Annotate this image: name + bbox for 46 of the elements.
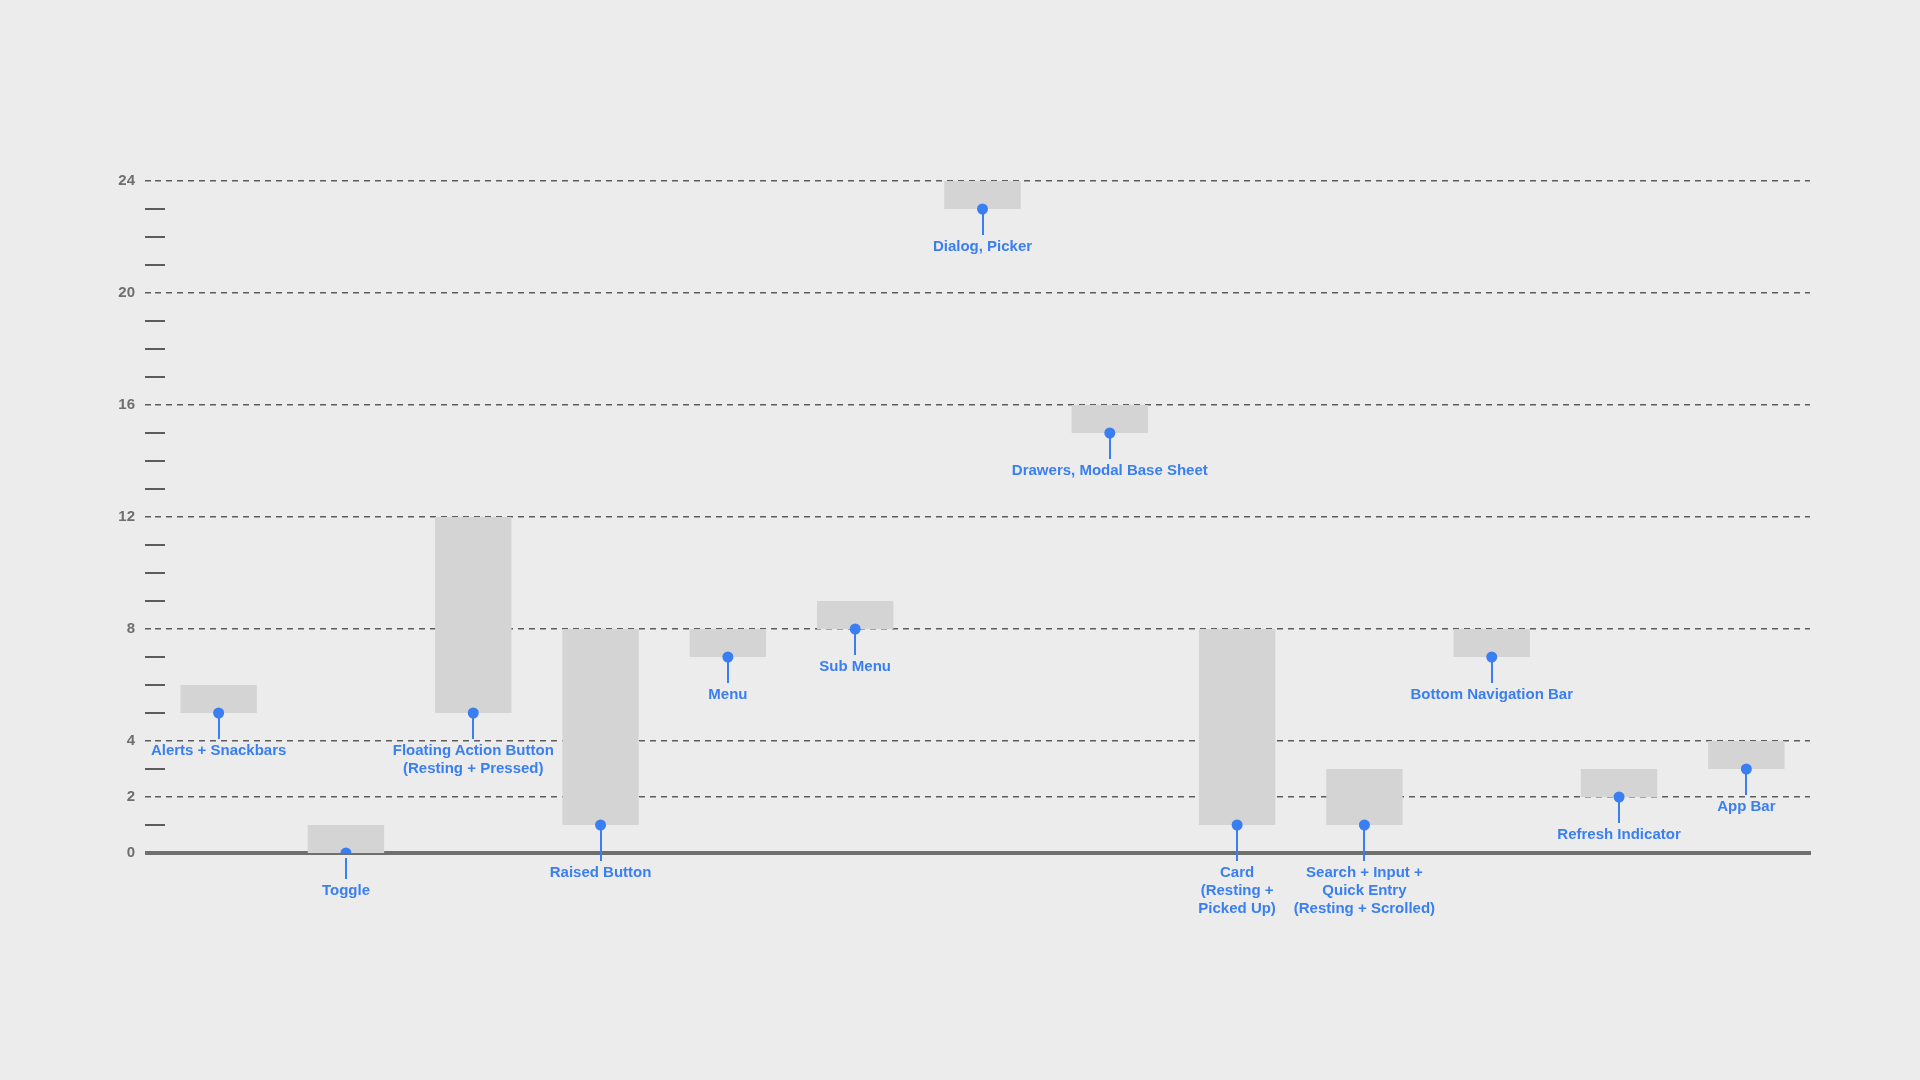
- bar: [307, 825, 385, 853]
- y-tick-label: 20: [118, 283, 135, 301]
- point: [977, 203, 988, 215]
- bar: [180, 685, 257, 713]
- bar: [1708, 741, 1785, 769]
- x-tick-label: Toggle: [321, 880, 370, 898]
- point: [467, 707, 479, 719]
- y-tick-label: 0: [126, 843, 135, 861]
- bar: [944, 181, 1021, 209]
- bar: [435, 517, 512, 713]
- x-tick-label: Sub Menu: [819, 656, 892, 674]
- x-tick-label: Floating Action Button (Resting + Pressed): [392, 740, 554, 776]
- y-tick-label: 2: [126, 787, 135, 805]
- x-tick-label: Card (Resting + Picked Up): [1198, 862, 1276, 916]
- y-tick-label: 12: [118, 507, 135, 525]
- y-tick-label: 16: [118, 395, 135, 413]
- bar: [1198, 629, 1276, 825]
- bar: [1453, 629, 1530, 657]
- x-tick-label: Raised Button: [549, 862, 652, 880]
- x-tick-label: Search + Input + Quick Entry (Resting + Scrolled): [1293, 862, 1436, 916]
- bar: [817, 601, 894, 629]
- y-tick-label: 4: [126, 731, 136, 749]
- bar: [1071, 405, 1148, 433]
- x-tick-label: Bottom Navigation Bar: [1410, 684, 1574, 702]
- point: [1358, 819, 1370, 831]
- x-tick-label: Menu: [708, 684, 748, 702]
- y-tick-label: 8: [126, 619, 135, 637]
- bar: [562, 629, 639, 825]
- bar: [1326, 769, 1403, 825]
- point: [1104, 427, 1116, 439]
- point: [722, 651, 734, 663]
- point: [1231, 819, 1243, 831]
- point: [595, 819, 607, 831]
- y-tick-label: 24: [118, 171, 136, 189]
- x-tick-label: Drawers, Modal Base Sheet: [1011, 460, 1208, 478]
- x-tick-label: App Bar: [1717, 796, 1776, 814]
- point: [1613, 791, 1625, 803]
- x-tick-label: Refresh Indicator: [1557, 824, 1681, 842]
- x-tick-label: Alerts + Snackbars: [150, 740, 287, 758]
- point: [213, 707, 225, 719]
- bar: [689, 629, 767, 657]
- bar: [1580, 769, 1658, 797]
- point: [1486, 651, 1498, 663]
- x-tick-label: Dialog, Picker: [932, 236, 1033, 254]
- point: [849, 623, 861, 635]
- point: [1740, 763, 1752, 775]
